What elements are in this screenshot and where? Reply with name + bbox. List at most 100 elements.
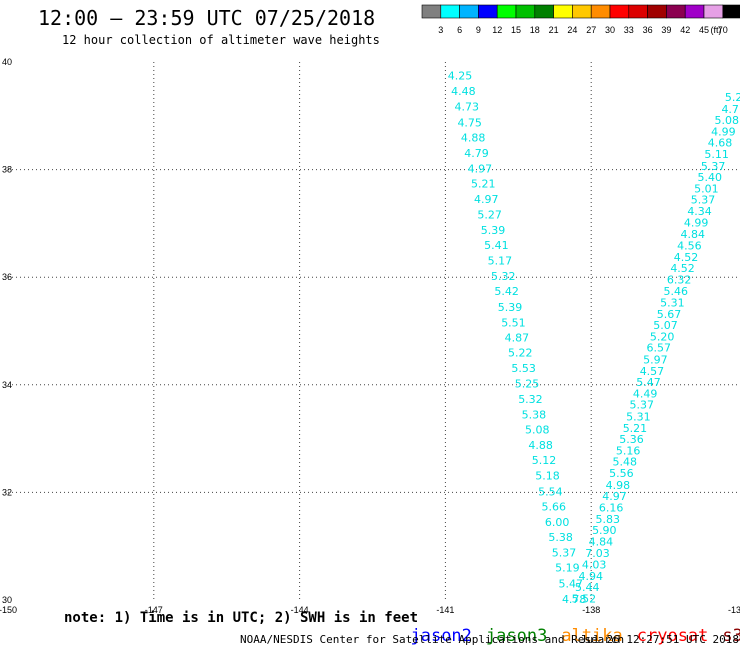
data-point-label: 4.84 [589, 535, 614, 548]
data-point-label: 4.73 [455, 101, 480, 114]
data-point-label: 5.51 [501, 316, 526, 329]
colorbar-tick-label: 9 [476, 25, 481, 35]
colorbar-tick-label: 45 [699, 25, 709, 35]
data-point-label: 4.84 [681, 228, 706, 241]
data-point-label: 4.97 [602, 490, 627, 503]
legend-jason3: jason3 [485, 626, 548, 646]
data-point-label: 5.52 [572, 592, 597, 605]
data-point-label: 4.78 [562, 593, 587, 606]
data-point-label: 5.37 [629, 399, 654, 412]
data-point-label: 5.21 [471, 178, 496, 191]
data-point-label: 4.48 [451, 85, 476, 98]
colorbar-tick-label: 70 [718, 25, 728, 35]
data-point-label: 4.57 [640, 365, 665, 378]
chart-title: 12:00 – 23:59 UTC 07/25/2018 [38, 6, 376, 30]
data-point-label: 4.34 [687, 205, 712, 218]
data-point-label: 4.68 [708, 137, 733, 150]
data-point-label: 6.16 [599, 501, 624, 514]
data-point-label: 5.83 [595, 513, 620, 526]
colorbar-swatch [722, 4, 740, 19]
data-point-label: 6.00 [545, 516, 570, 529]
data-point-label: 5.37 [552, 547, 577, 560]
colorbar-tick-label: 36 [643, 25, 653, 35]
data-point-label: 5.36 [619, 433, 644, 446]
colorbar-tick-label: 27 [586, 25, 596, 35]
legend-cryosat: cryosat [636, 626, 709, 646]
data-point-label: 5.46 [664, 285, 689, 298]
y-tick-label: 34 [2, 380, 12, 390]
colorbar-tick-label: 15 [511, 25, 521, 35]
data-point-label: 5.97 [643, 354, 668, 367]
altimeter-points: 4.254.484.734.754.884.794.975.214.975.27… [448, 69, 740, 605]
data-point-label: 5.08 [715, 114, 740, 127]
y-tick-label: 32 [2, 487, 12, 497]
data-point-label: 6.57 [647, 342, 672, 355]
data-point-label: 5.90 [592, 524, 617, 537]
data-point-label: 5.37 [691, 194, 716, 207]
data-point-label: 5.38 [548, 531, 573, 544]
data-point-label: 5.56 [609, 467, 634, 480]
data-point-label: 5.16 [616, 444, 641, 457]
data-point-label: 5.31 [626, 411, 651, 424]
credit-line: NOAA/NESDIS Center for Satellite Applica… [240, 633, 625, 646]
x-tick-label: -147 [145, 605, 163, 615]
data-point-label: 5.66 [542, 500, 567, 513]
data-point-label: 5.44 [575, 581, 600, 594]
data-point-label: 4.49 [633, 387, 658, 400]
data-point-label: 4.97 [468, 163, 493, 176]
data-point-label: 5.11 [704, 148, 729, 161]
data-point-label: 7.03 [585, 547, 610, 560]
data-point-label: 5.21 [623, 422, 648, 435]
data-point-label: 5.32 [518, 393, 543, 406]
data-point-label: 5.07 [653, 319, 678, 332]
data-point-label: 5.67 [657, 308, 682, 321]
colorbar: 3 6 9 12 15 18 21 24 27 30 33 36 39 42 45 70(ft) [421, 4, 740, 35]
data-point-label: 4.52 [674, 251, 699, 264]
colorbar-unit: (ft) [711, 25, 722, 35]
data-point-label: 4.52 [670, 262, 695, 275]
data-point-label: 4.97 [474, 193, 499, 206]
satellite-legend: jason2 jason3 altika cryosat s3a [390, 606, 740, 646]
colorbar-tick-label: 3 [438, 25, 443, 35]
x-tick-label: -135 [728, 605, 740, 615]
colorbar-tick-label: 6 [457, 25, 462, 35]
data-point-label: 5.31 [660, 296, 685, 309]
y-tick-label: 38 [2, 165, 12, 175]
colorbar-tick-label: 21 [549, 25, 559, 35]
colorbar-tick-label: 42 [680, 25, 690, 35]
colorbar-tick-label: 30 [605, 25, 615, 35]
data-point-label: 5.38 [522, 408, 547, 421]
data-point-label: 4.98 [606, 479, 631, 492]
colorbar-tick-label: 12 [492, 25, 502, 35]
colorbar-tick-label: 18 [530, 25, 540, 35]
data-point-label: 4.03 [582, 558, 607, 571]
chart-subtitle: 12 hour collection of altimeter wave hei… [62, 33, 380, 47]
data-point-label: 5.12 [532, 454, 557, 467]
x-tick-label: -144 [291, 605, 309, 615]
data-point-label: 4.99 [684, 216, 709, 229]
data-point-label: 5.42 [494, 285, 519, 298]
colorbar-tick-label: 33 [624, 25, 634, 35]
legend-s3a: s3a [722, 626, 740, 646]
colorbar-tick-label: 24 [567, 25, 577, 35]
data-point-label: 5.32 [491, 270, 516, 283]
data-point-label: 4.88 [528, 439, 553, 452]
data-point-label: 5.19 [555, 562, 580, 575]
data-point-label: 5.37 [701, 160, 726, 173]
data-point-label: 4.87 [505, 331, 530, 344]
data-point-label: 4.88 [461, 131, 486, 144]
data-point-label: 5.47 [636, 376, 661, 389]
data-point-label: 4.75 [457, 116, 482, 129]
data-point-label: 5.22 [508, 347, 533, 360]
data-point-label: 5.39 [498, 301, 523, 314]
axes: -150 -147 -144 -141 -138 -135 30 32 34 36 38 40 [0, 57, 740, 615]
generated-timestamp: Jul 26 12:27:51 UTC 2018 [580, 633, 739, 646]
data-point-label: 4.99 [711, 125, 736, 138]
x-tick-label: -150 [0, 605, 17, 615]
data-point-label: 4.7 [721, 103, 739, 116]
data-point-label: 5.08 [525, 423, 550, 436]
y-tick-label: 40 [2, 57, 12, 67]
data-point-label: 5.27 [477, 208, 502, 221]
gridlines [8, 62, 737, 600]
